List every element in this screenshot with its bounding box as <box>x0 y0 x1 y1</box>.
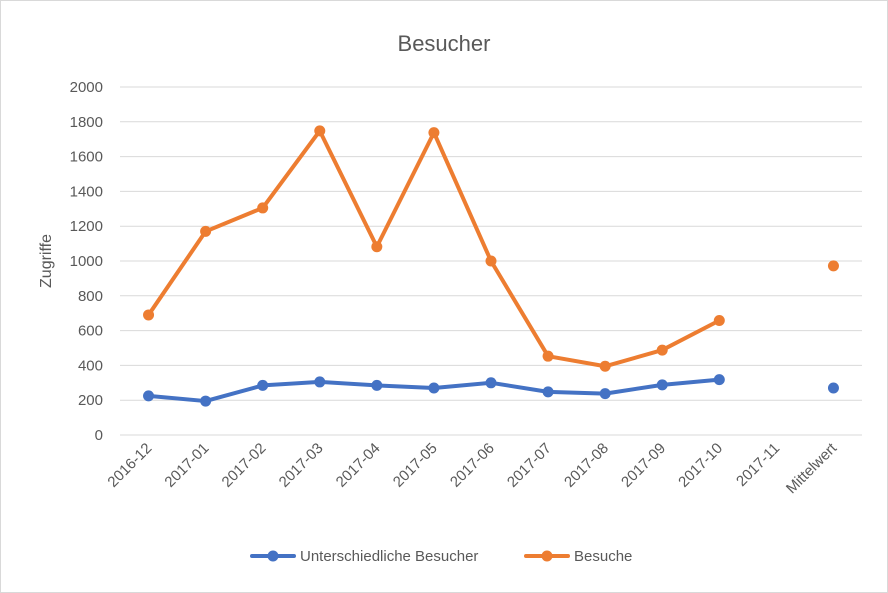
data-point <box>713 315 725 327</box>
data-point <box>371 241 383 253</box>
legend: Unterschiedliche Besucher Besuche <box>250 548 632 565</box>
data-point <box>314 125 326 137</box>
legend-label: Besuche <box>574 548 632 565</box>
data-point <box>542 386 554 398</box>
y-axis-label: Zugriffe <box>38 234 55 288</box>
x-tick-label: 2017-10 <box>675 440 726 491</box>
x-tick-label: Mittelwert <box>783 439 841 497</box>
legend-swatch-marker <box>267 550 279 562</box>
y-tick-label: 1200 <box>70 218 103 235</box>
data-point <box>656 344 668 356</box>
data-point <box>314 376 326 388</box>
data-point <box>599 360 611 372</box>
y-tick-label: 1400 <box>70 183 103 200</box>
legend-label: Unterschiedliche Besucher <box>300 548 478 565</box>
x-tick-label: 2017-06 <box>447 440 498 491</box>
x-tick-label: 2017-04 <box>333 440 384 491</box>
x-tick-label: 2017-01 <box>161 440 212 491</box>
y-tick-label: 1600 <box>70 149 103 166</box>
y-tick-label: 2000 <box>70 79 103 96</box>
data-point <box>485 255 497 267</box>
data-point <box>371 379 383 391</box>
data-point <box>656 379 668 391</box>
y-tick-label: 0 <box>95 427 103 444</box>
data-point <box>143 309 155 321</box>
legend-swatch-marker <box>541 550 553 562</box>
y-tick-label: 400 <box>78 357 103 374</box>
y-tick-label: 200 <box>78 392 103 409</box>
data-point <box>200 225 212 237</box>
y-tick-labels: 0 200 400 600 800 1000 1200 1400 1600 1800 2000 <box>70 79 103 444</box>
x-tick-label: 2017-03 <box>276 440 327 491</box>
chart-title: Besucher <box>398 31 491 56</box>
x-tick-label: 2016-12 <box>104 440 155 491</box>
x-tick-labels: 2016-12 2017-01 2017-02 2017-03 2017-04 2017-… <box>104 439 840 497</box>
data-point <box>257 202 269 214</box>
data-point <box>257 379 269 391</box>
x-tick-label: 2017-02 <box>219 440 270 491</box>
data-point <box>827 260 839 272</box>
x-tick-label: 2017-09 <box>618 440 669 491</box>
data-point <box>143 390 155 402</box>
data-point <box>428 382 440 394</box>
data-point <box>713 374 725 386</box>
series-0 <box>143 374 839 407</box>
data-point <box>428 127 440 139</box>
data-point <box>200 395 212 407</box>
gridlines <box>120 86 862 436</box>
x-tick-label: 2017-11 <box>733 440 783 490</box>
y-tick-label: 1000 <box>70 253 103 270</box>
y-tick-label: 600 <box>78 323 103 340</box>
data-point <box>542 350 554 362</box>
data-point <box>599 388 611 400</box>
series-1 <box>143 125 839 372</box>
y-tick-label: 1800 <box>70 114 103 131</box>
y-tick-label: 800 <box>78 288 103 305</box>
series-layer <box>143 125 839 407</box>
x-tick-label: 2017-08 <box>561 440 612 491</box>
data-point <box>827 382 839 394</box>
x-tick-label: 2017-05 <box>390 440 441 491</box>
x-tick-label: 2017-07 <box>504 440 555 491</box>
data-point <box>485 377 497 389</box>
